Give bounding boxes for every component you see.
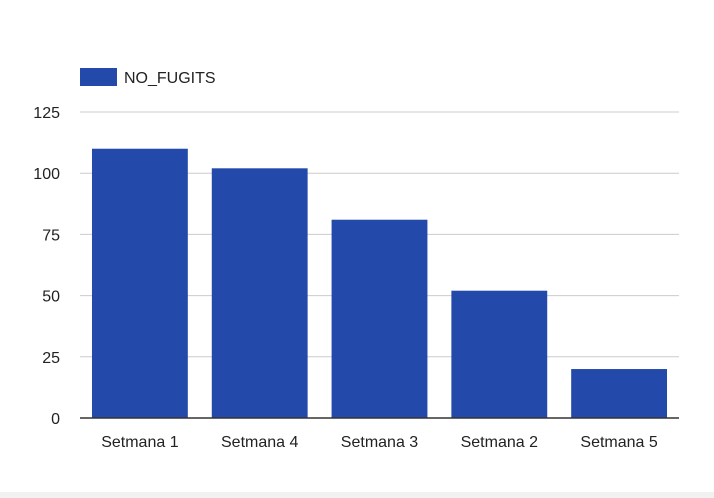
y-tick-label: 125 bbox=[33, 105, 60, 122]
bar-setmana-2 bbox=[451, 290, 548, 418]
bar-setmana-1 bbox=[91, 148, 188, 418]
x-tick-label: Setmana 1 bbox=[101, 434, 178, 451]
bar-setmana-4 bbox=[211, 168, 308, 418]
bars bbox=[91, 148, 668, 418]
y-tick-label: 100 bbox=[33, 166, 60, 183]
legend: NO_FUGITS bbox=[80, 68, 216, 87]
y-axis-ticks: 0 25 50 75 100 125 bbox=[33, 105, 60, 428]
y-tick-label: 0 bbox=[51, 411, 60, 428]
x-tick-label: Setmana 2 bbox=[461, 434, 538, 451]
bar-setmana-5 bbox=[571, 369, 668, 418]
footer-strip bbox=[0, 492, 714, 498]
legend-swatch bbox=[80, 68, 117, 86]
legend-label: NO_FUGITS bbox=[124, 70, 216, 87]
x-axis-ticks: Setmana 1 Setmana 4 Setmana 3 Setmana 2 Setm… bbox=[101, 434, 658, 451]
x-tick-label: Setmana 4 bbox=[221, 434, 298, 451]
y-tick-label: 25 bbox=[42, 350, 60, 367]
bar-setmana-3 bbox=[331, 219, 428, 418]
y-tick-label: 50 bbox=[42, 289, 60, 306]
x-tick-label: Setmana 3 bbox=[341, 434, 418, 451]
x-tick-label: Setmana 5 bbox=[580, 434, 657, 451]
y-tick-label: 75 bbox=[42, 227, 60, 244]
